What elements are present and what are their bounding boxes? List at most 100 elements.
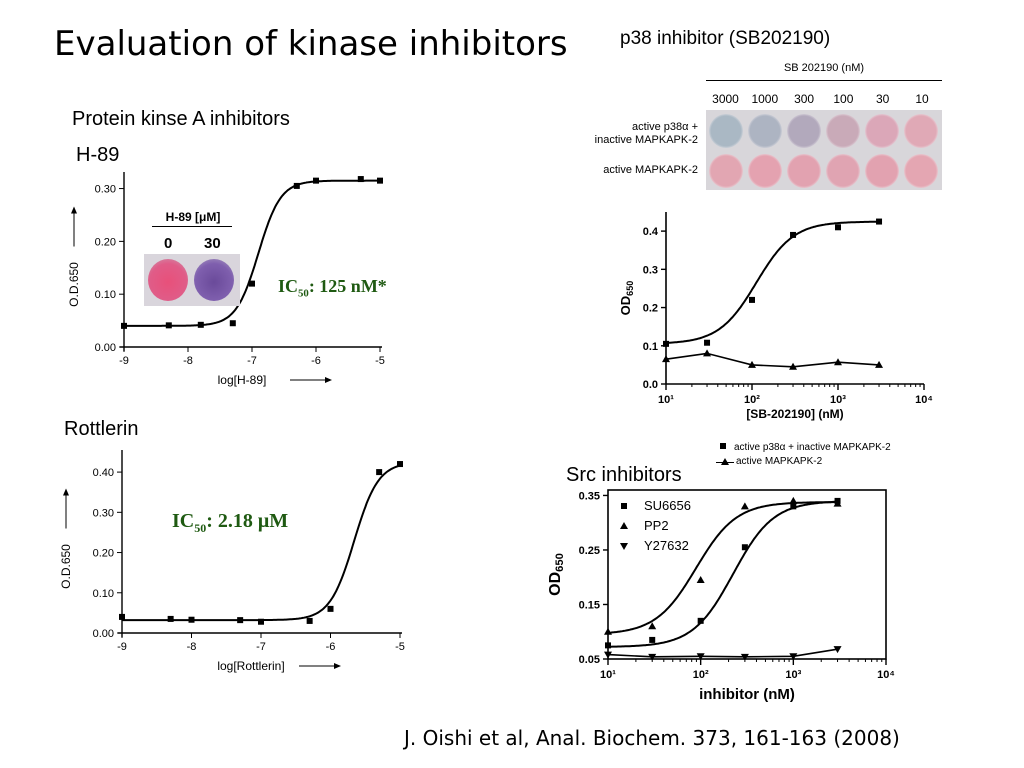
data-point-triangle-down: [696, 653, 705, 661]
x-tick-label: -5: [395, 641, 405, 653]
h89-well-purple: [194, 259, 234, 301]
h89-well-inset: H-89 [μM] 0 30: [144, 208, 240, 306]
y-tick-label: 0.00: [95, 342, 116, 354]
data-point: [313, 177, 319, 184]
x-tick-label: 10³: [785, 669, 801, 681]
y-axis-label: O.D.650: [67, 262, 81, 307]
plate-row1-label: active p38α + inactive MAPKAPK-2: [594, 121, 698, 146]
data-point-square: [649, 636, 656, 643]
h89-inset-conc-low: 0: [164, 235, 173, 252]
x-tick-label: -6: [311, 355, 321, 367]
h89-inset-header: H-89 [μM]: [165, 210, 221, 224]
data-point-triangle-down: [604, 651, 612, 659]
y-tick-label: 0.2: [643, 303, 658, 315]
y-axis-label: OD650: [618, 281, 635, 316]
data-point-square: [605, 642, 611, 649]
x-tick-label: -5: [375, 355, 385, 367]
data-point-triangle: [696, 575, 705, 583]
data-point-triangle-down: [740, 653, 749, 661]
y-tick-label: 0.30: [95, 184, 116, 196]
plate-conc-label: 30: [876, 92, 890, 106]
data-point: [327, 605, 334, 612]
data-point: [229, 320, 236, 327]
plate-well: [904, 154, 938, 188]
data-point: [197, 321, 204, 328]
y-tick-label: 0.10: [95, 289, 116, 301]
data-point: [119, 613, 125, 620]
citation: J. Oishi et al, Anal. Biochem. 373, 161-…: [404, 726, 900, 750]
data-point-triangle: [703, 349, 712, 357]
fit-curve-square: [665, 220, 879, 344]
data-point-square: [790, 231, 797, 238]
y-tick-label: 0.40: [93, 467, 114, 479]
data-point-triangle: [604, 627, 612, 635]
x-tick-label: -7: [256, 641, 266, 653]
y-tick-label: 0.1: [643, 341, 658, 353]
y-tick-label: 0.30: [93, 507, 114, 519]
data-point: [293, 182, 300, 189]
x-tick-label: -8: [183, 355, 193, 367]
plate-well: [787, 114, 821, 148]
plate-well: [826, 114, 860, 148]
h89-chart: -9 -8 -7 -6 -5 0.00 0.10 0.20 0.30 log[H-89] O.D.6…: [67, 172, 385, 387]
data-point-triangle: [834, 358, 842, 366]
data-point: [188, 616, 195, 623]
x-tick-label: -7: [247, 355, 257, 367]
y-tick-label: 0.20: [95, 236, 116, 248]
plate-well: [709, 114, 743, 148]
plate-well: [787, 154, 821, 188]
p38-legend-item-2: active MAPKAPK-2: [716, 456, 891, 470]
plate-conc-label: 100: [833, 92, 854, 106]
y-tick-label: 0.05: [579, 654, 600, 666]
x-tick-label: 10²: [744, 394, 760, 406]
plate-row2-label: active MAPKAPK-2: [603, 164, 698, 176]
data-point: [237, 617, 244, 624]
data-point-square: [697, 617, 704, 624]
fit-curve: [122, 464, 401, 622]
data-point: [357, 176, 364, 183]
data-point-square: [741, 544, 748, 551]
plate-conc-label: 3000: [712, 92, 739, 106]
legend-label: SU6656: [644, 498, 691, 513]
src-section-label: Src inhibitors: [566, 464, 682, 486]
sb202190-chart: 10¹ 10² 10³ 10⁴ 0.0 0.1 0.2 0.3 0.4 [SB-202190] (…: [618, 212, 933, 421]
data-point: [306, 617, 313, 624]
square-marker-icon: [720, 443, 726, 449]
x-tick-label: 10¹: [600, 669, 616, 681]
plate-well: [904, 114, 938, 148]
plate-header: SB 202190 (nM): [783, 62, 865, 74]
plot-frame: [607, 489, 887, 660]
fit-curve-triangle: [607, 501, 838, 634]
data-point-square: [835, 224, 841, 231]
data-point: [397, 461, 403, 468]
x-axis-label: log[Rottlerin]: [217, 659, 284, 673]
y-tick-label: 0.35: [579, 490, 600, 502]
x-arrowhead-icon: [334, 663, 341, 669]
data-point-triangle-down: [789, 653, 798, 661]
x-tick-label: 10²: [693, 669, 709, 681]
triangle-line-marker-icon: [716, 457, 734, 465]
x-tick-label: 10³: [830, 394, 846, 406]
x-tick-label: -8: [187, 641, 197, 653]
plate-well: [748, 154, 782, 188]
x-tick-label: 10⁴: [915, 394, 933, 406]
data-point-triangle: [875, 360, 884, 368]
series-line-triangle-down: [607, 648, 838, 658]
x-axis-label: log[H-89]: [218, 373, 267, 387]
h89-compound-label: H-89: [76, 144, 120, 166]
legend-marker-triangle: [620, 522, 628, 529]
pka-section-label: Protein kinse A inhibitors: [72, 108, 290, 130]
x-tick-label: -9: [119, 355, 129, 367]
data-point-triangle: [662, 355, 670, 363]
y-tick-label: 0.10: [93, 588, 114, 600]
data-point-triangle: [833, 499, 842, 507]
y-arrowhead-icon: [71, 206, 77, 214]
data-point-square: [790, 503, 797, 510]
data-point-square: [876, 218, 883, 225]
x-axis-label: [SB-202190] (nM): [746, 407, 843, 421]
data-point: [258, 618, 264, 625]
data-point: [167, 615, 174, 622]
series-line-triangle: [665, 352, 880, 368]
data-point-triangle-down: [648, 653, 657, 661]
x-arrowhead-icon: [325, 377, 332, 383]
